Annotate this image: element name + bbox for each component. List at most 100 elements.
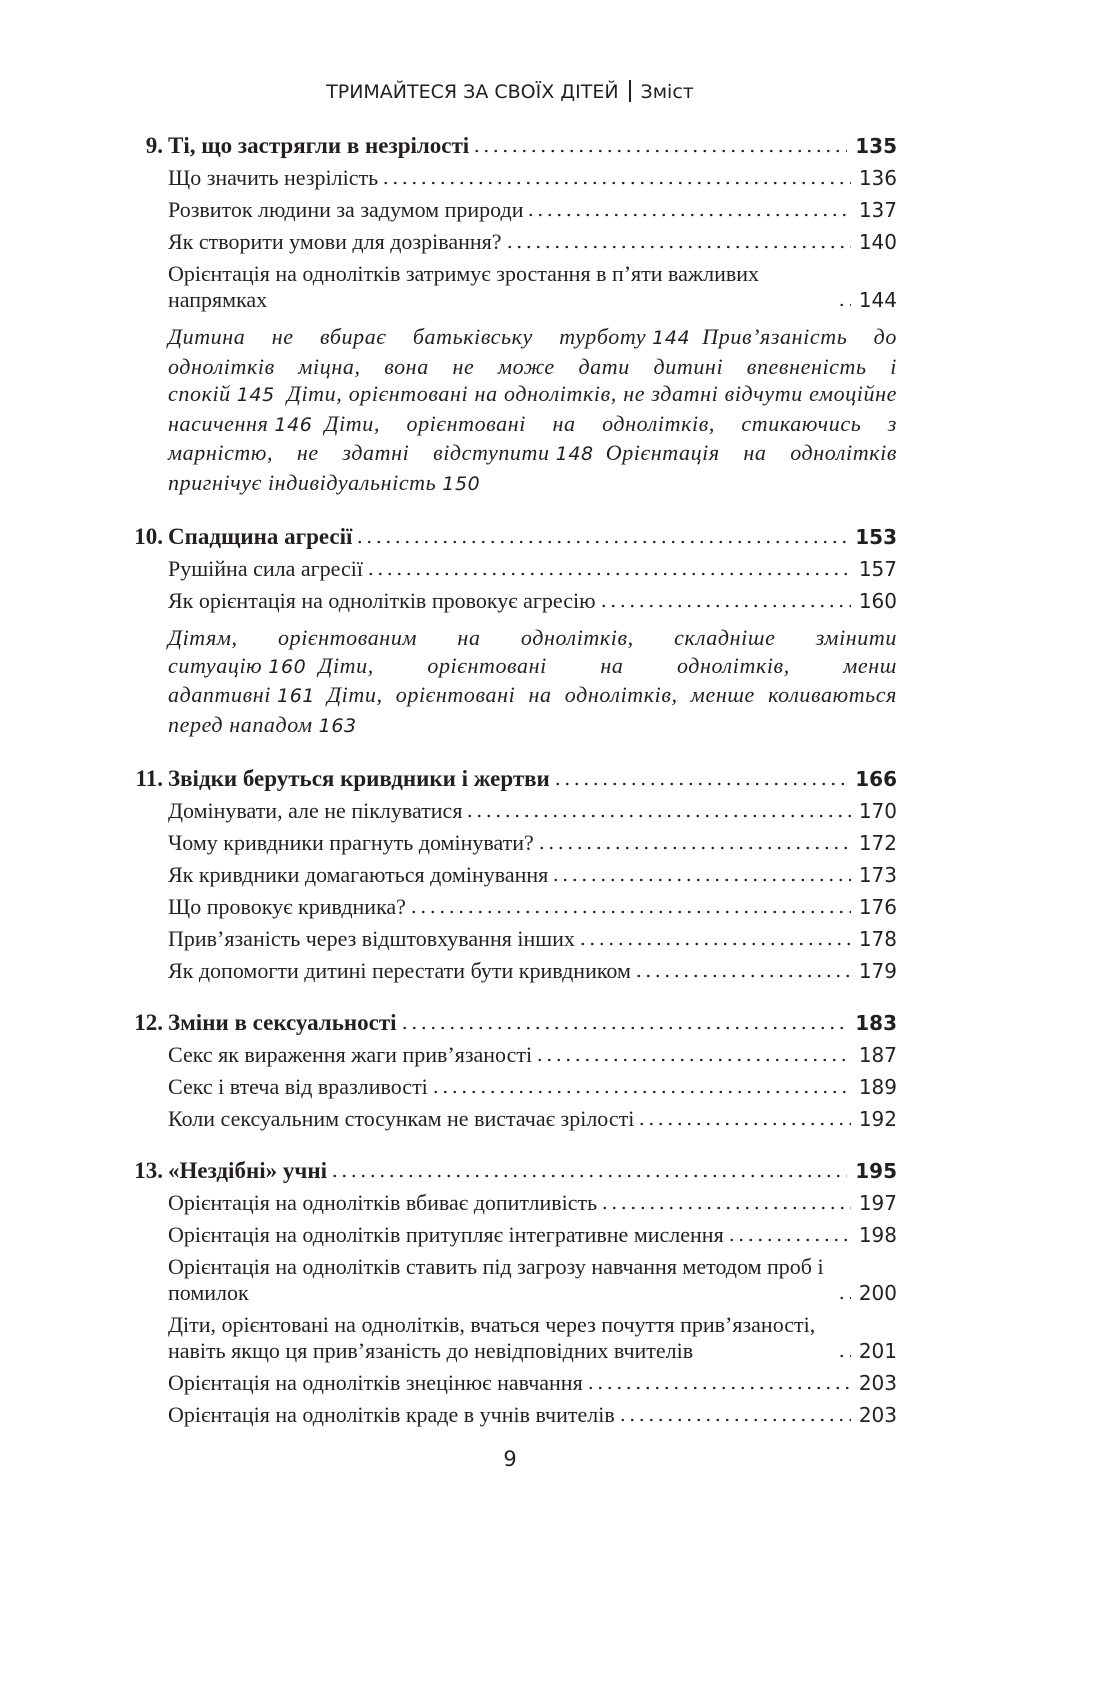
page-ref: 197	[858, 1191, 897, 1215]
section-entry: Що провокує кривдника? 176	[168, 894, 897, 920]
section-title: Орієнтація на однолітків притупляє інтег…	[168, 1222, 724, 1247]
chapter-number: 11.	[135, 766, 163, 791]
topic-title: Діти, орієнтовані на однолітків, стикаюч…	[168, 410, 897, 466]
topic-title: Дітям, орієнтованим на однолітків, склад…	[168, 625, 897, 678]
dot-leader	[381, 181, 851, 185]
topic-title: Діти, орієнтовані на однолітків, менше к…	[168, 682, 897, 737]
section-title: Як створити умови для дозрівання?	[168, 229, 502, 254]
section-entry: Орієнтація на однолітків краде в учнів в…	[168, 1402, 897, 1428]
topic-title: Дитина не вбирає батьківську турботу	[168, 324, 647, 349]
topic-title: Прив’язаність до однолітків міцна, вона …	[168, 324, 897, 406]
section-title: Секс як вираження жаги прив’язаності	[168, 1042, 533, 1067]
section-title: Що провокує кривдника?	[168, 894, 406, 919]
topic-title: Орієнтація на однолітків пригнічує індив…	[168, 440, 897, 495]
book-title: ТРИМАЙТЕСЯ ЗА СВОЇХ ДІТЕЙ	[326, 81, 619, 103]
chapter-entry: 10. Спадщина агресії 153	[125, 524, 897, 550]
section-title: Прив’язаність через відштовхування інших	[168, 926, 575, 951]
chapter: 9. Ті, що застрягли в незрілості 135 Що зна…	[125, 133, 897, 498]
page-number: 9	[503, 1447, 517, 1471]
section-title: Орієнтація на однолітків вбиває допитлив…	[168, 1190, 598, 1215]
section-title: Орієнтація на однолітків затримує зроста…	[168, 261, 760, 312]
chapter-entry: 13. «Нездібні» учні 195	[125, 1158, 897, 1184]
dot-leader	[472, 149, 848, 153]
section-entry: Як створити умови для дозрівання? 140	[168, 229, 897, 255]
section-entry: Рушійна сила агресії 157	[168, 556, 897, 582]
table-of-contents: 9. Ті, що застрягли в незрілості 135 Що зна…	[125, 127, 897, 1454]
page-ref: 173	[858, 863, 897, 887]
chapter-entry: 12. Зміни в сексуальності 183	[125, 1010, 897, 1036]
section-entry: Секс і втеча від вразливості 189	[168, 1074, 897, 1100]
chapter-title: «Нездібні» учні	[168, 1158, 327, 1183]
page-ref: 153	[855, 525, 897, 549]
dot-leader	[600, 1206, 851, 1210]
dot-leader	[585, 1386, 851, 1390]
dot-leader	[836, 303, 851, 307]
chapter: 12. Зміни в сексуальності 183 Секс як вираж…	[125, 1010, 897, 1132]
topic-page: 145	[236, 384, 275, 406]
chapter: 11. Звідки беруться кривдники і жертви 166…	[125, 766, 897, 984]
section-title: Діти, орієнтовані на однолітків, вчаться…	[168, 1312, 816, 1363]
dot-leader	[465, 814, 851, 818]
topic-page: 146	[274, 413, 313, 436]
section-title: Секс і втеча від вразливості	[168, 1074, 428, 1099]
topic-title: Діти, орієнтовані на однолітків, менш ад…	[168, 652, 897, 708]
section-entry: Домінувати, але не піклуватися 170	[168, 798, 897, 824]
page-ref: 201	[858, 1339, 897, 1363]
section-title: Як допомогти дитині перестати бути кривд…	[168, 958, 631, 983]
dot-leader	[355, 540, 848, 544]
chapter-title: Ті, що застрягли в незрілості	[168, 133, 470, 158]
chapter-title: Спадщина агресії	[168, 524, 353, 549]
page-ref: 203	[858, 1403, 897, 1427]
section-title: Як орієнтація на однолітків провокує агр…	[168, 588, 596, 613]
section-entry: Що значить незрілість 136	[168, 165, 897, 191]
page-ref: 137	[858, 198, 897, 222]
dot-leader	[526, 213, 851, 217]
section-entry: Розвиток людини за задумом природи 137	[168, 197, 897, 223]
section-title: Орієнтація на однолітків краде в учнів в…	[168, 1402, 615, 1427]
section-entry: Діти, орієнтовані на однолітків, вчаться…	[168, 1312, 897, 1364]
section-title: Рушійна сила агресії	[168, 556, 363, 581]
chapter-title: Зміни в сексуальності	[168, 1010, 397, 1035]
chapter-number: 13.	[134, 1158, 163, 1183]
chapter-number: 10.	[134, 524, 163, 549]
page-ref: 179	[858, 959, 897, 983]
dot-leader	[836, 1354, 851, 1358]
dot-leader	[329, 1174, 848, 1178]
chapter-entry: 11. Звідки беруться кривдники і жертви 166	[125, 766, 897, 792]
section-entry: Орієнтація на однолітків знецінює навчан…	[168, 1370, 897, 1396]
dot-leader	[430, 1090, 851, 1094]
dot-leader	[577, 942, 851, 946]
page-ref: 140	[858, 230, 897, 254]
dot-leader	[617, 1418, 851, 1422]
section-title: Чому кривдники прагнуть домінувати?	[168, 830, 534, 855]
page-ref: 166	[855, 767, 897, 791]
section-entry: Орієнтація на однолітків затримує зроста…	[168, 261, 897, 313]
chapter-number: 12.	[134, 1010, 163, 1035]
topic-page: 161	[277, 685, 316, 707]
dot-leader	[637, 1122, 851, 1126]
section-title: Що значить незрілість	[168, 165, 379, 190]
page-ref: 170	[858, 799, 897, 823]
section-entry: Коли сексуальним стосункам не вистачає з…	[168, 1106, 897, 1132]
chapter-number: 9.	[145, 133, 163, 158]
chapter-title: Звідки беруться кривдники і жертви	[168, 766, 550, 791]
dot-leader	[408, 910, 851, 914]
page-ref: 157	[858, 557, 897, 581]
section-title: Розвиток людини за задумом природи	[168, 197, 524, 222]
topic-title: Діти, орієнтовані на однолітків, не здат…	[168, 381, 897, 436]
dot-leader	[399, 1026, 848, 1030]
section-name: Зміст	[640, 81, 694, 103]
page-ref: 203	[858, 1371, 897, 1395]
page-ref: 200	[858, 1281, 897, 1305]
dot-leader	[552, 782, 848, 786]
section-title: Орієнтація на однолітків знецінює навчан…	[168, 1370, 583, 1395]
topic-list: Дитина не вбирає батьківську турботу 144 П…	[168, 323, 897, 498]
section-entry: Секс як вираження жаги прив’язаності 187	[168, 1042, 897, 1068]
page-ref: 198	[858, 1223, 897, 1247]
page-ref: 176	[858, 895, 897, 919]
dot-leader	[726, 1238, 851, 1242]
section-title: Коли сексуальним стосункам не вистачає з…	[168, 1106, 635, 1131]
section-entry: Орієнтація на однолітків вбиває допитлив…	[168, 1190, 897, 1216]
dot-leader	[536, 846, 851, 850]
page-ref: 192	[858, 1107, 897, 1131]
